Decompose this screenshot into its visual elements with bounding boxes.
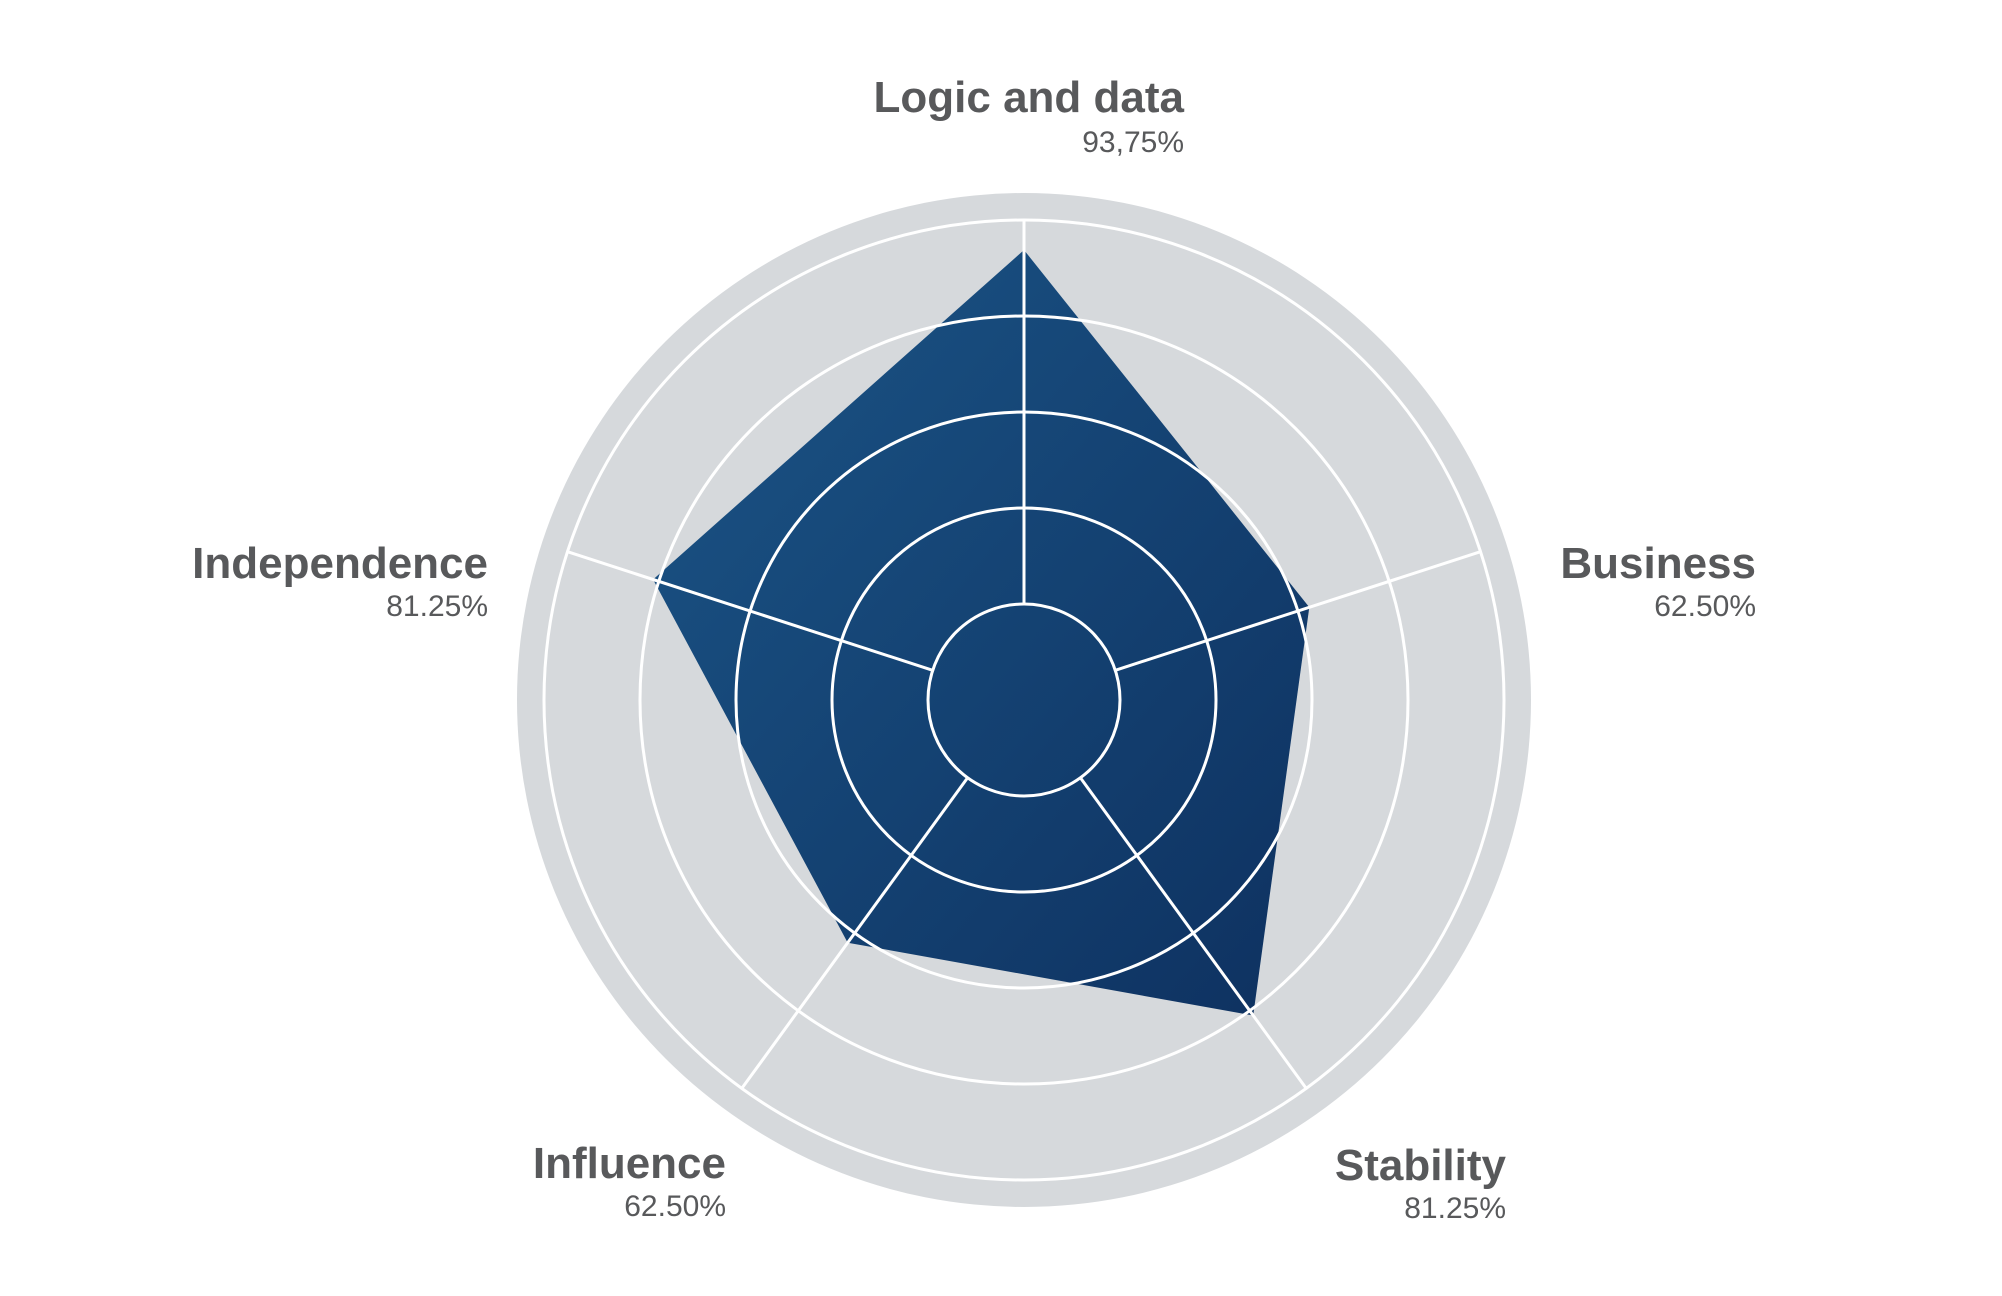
axis-label-stability: Stability 81.25% xyxy=(1335,1141,1507,1225)
axis-label-independence: Independence 81.25% xyxy=(192,539,488,623)
axis-value: 62.50% xyxy=(1654,590,1756,623)
axis-name: Influence xyxy=(533,1139,726,1188)
axis-value: 81.25% xyxy=(386,590,488,623)
axis-name: Business xyxy=(1560,539,1756,588)
axis-value: 62.50% xyxy=(624,1190,726,1223)
axis-name: Independence xyxy=(192,539,488,588)
axis-label-influence: Influence 62.50% xyxy=(533,1139,726,1223)
axis-label-logic-and-data: Logic and data 93,75% xyxy=(874,73,1185,159)
grid-spokes xyxy=(567,220,1481,1090)
grid-spoke xyxy=(567,550,934,672)
axis-name: Logic and data xyxy=(874,73,1185,122)
axis-name: Stability xyxy=(1335,1141,1507,1190)
axis-value: 81.25% xyxy=(1404,1192,1506,1225)
axis-label-business: Business 62.50% xyxy=(1560,539,1756,623)
grid-spoke xyxy=(1114,550,1481,672)
grid-spoke xyxy=(740,776,969,1090)
grid-spoke xyxy=(1079,776,1308,1090)
axis-value: 93,75% xyxy=(1082,126,1184,159)
value-area xyxy=(653,250,1310,1016)
